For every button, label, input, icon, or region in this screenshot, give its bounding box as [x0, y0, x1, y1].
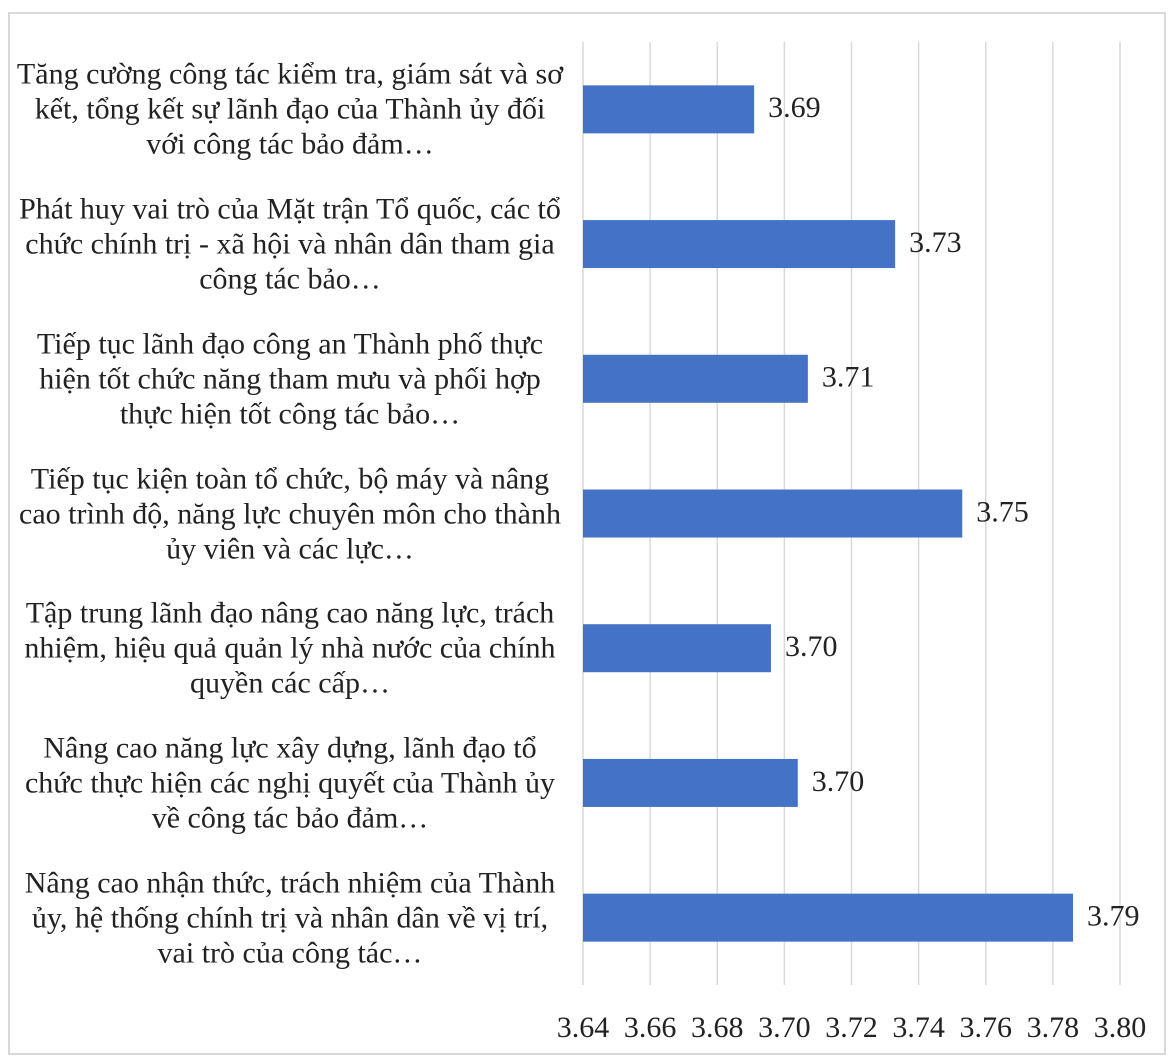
x-tick-label: 3.66 [624, 1011, 677, 1044]
x-tick-label: 3.72 [825, 1011, 878, 1044]
bar [583, 489, 963, 538]
y-tick-label: Tiếp tục kiện toàn tổ chức, bộ máy và nâ… [19, 462, 561, 565]
data-label: 3.79 [1087, 900, 1140, 933]
data-label: 3.70 [785, 630, 838, 663]
x-tick-label: 3.68 [691, 1011, 744, 1044]
chart-frame [8, 12, 1166, 1055]
x-tick-label: 3.76 [960, 1011, 1013, 1044]
data-label: 3.73 [909, 226, 962, 259]
y-tick-label: Phát huy vai trò của Mặt trận Tổ quốc, c… [19, 192, 561, 296]
y-tick-label: Nâng cao năng lực xây dựng, lãnh đạo tổ … [24, 731, 556, 835]
bar [583, 220, 896, 269]
y-tick-label: Tiếp tục lãnh đạo công an Thành phố thực… [36, 327, 544, 431]
data-label: 3.70 [812, 765, 865, 798]
x-tick-label: 3.78 [1027, 1011, 1080, 1044]
data-label: 3.75 [976, 495, 1029, 528]
y-tick-label: Nâng cao nhận thức, trách nhiệm của Thàn… [24, 866, 556, 970]
y-tick-label: Tăng cường công tác kiểm tra, giám sát v… [16, 57, 564, 161]
bar [583, 758, 798, 807]
y-tick-label: Tập trung lãnh đạo nâng cao năng lực, tr… [24, 596, 556, 700]
data-label: 3.69 [768, 91, 821, 124]
data-label: 3.71 [822, 361, 875, 394]
bar [583, 85, 755, 134]
x-tick-label: 3.64 [557, 1011, 610, 1044]
bar [583, 893, 1074, 942]
x-tick-label: 3.74 [892, 1011, 945, 1044]
bar [583, 354, 808, 403]
x-tick-label: 3.80 [1094, 1011, 1147, 1044]
x-tick-label: 3.70 [758, 1011, 811, 1044]
bar [583, 624, 771, 673]
